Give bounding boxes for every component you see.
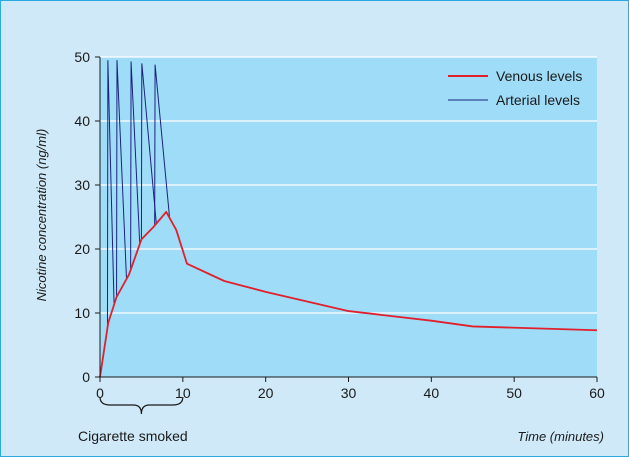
arterial-spike-4 (140, 63, 157, 240)
y-tick-labels: 0 10 20 30 40 50 (74, 49, 100, 385)
cigarette-brace (99, 396, 184, 415)
x-axis-title: Time (minutes) (517, 429, 604, 444)
arterial-spike-2 (116, 60, 128, 298)
plot-area (100, 57, 597, 377)
y-tick-label-10: 10 (74, 305, 90, 321)
legend: Venous levels Arterial levels (448, 68, 582, 108)
arterial-spike-3 (130, 61, 141, 270)
x-tick-labels: 0 10 20 30 40 50 60 (96, 377, 605, 401)
venous-series-line (99, 210, 598, 378)
y-tick-label-0: 0 (82, 369, 90, 385)
x-tick-label-10: 10 (175, 385, 191, 401)
legend-arterial-label: Arterial levels (496, 92, 580, 108)
y-tick-label-20: 20 (74, 241, 90, 257)
x-tick-label-60: 60 (589, 385, 605, 401)
cigarette-smoked-label: Cigarette smoked (78, 428, 188, 444)
arterial-spike-5 (154, 64, 171, 226)
x-tick-label-30: 30 (341, 385, 357, 401)
y-axis-title: Nicotine concentration (ng/ml) (34, 129, 49, 302)
x-tick-label-0: 0 (96, 385, 104, 401)
x-tick-label-20: 20 (258, 385, 274, 401)
x-tick-label-50: 50 (506, 385, 522, 401)
y-tick-label-40: 40 (74, 113, 90, 129)
x-tick-label-40: 40 (424, 385, 440, 401)
arterial-series (106, 60, 171, 329)
y-tick-label-30: 30 (74, 177, 90, 193)
arterial-spike-1 (106, 60, 115, 329)
y-tick-label-50: 50 (74, 49, 90, 65)
legend-venous-label: Venous levels (496, 68, 582, 84)
